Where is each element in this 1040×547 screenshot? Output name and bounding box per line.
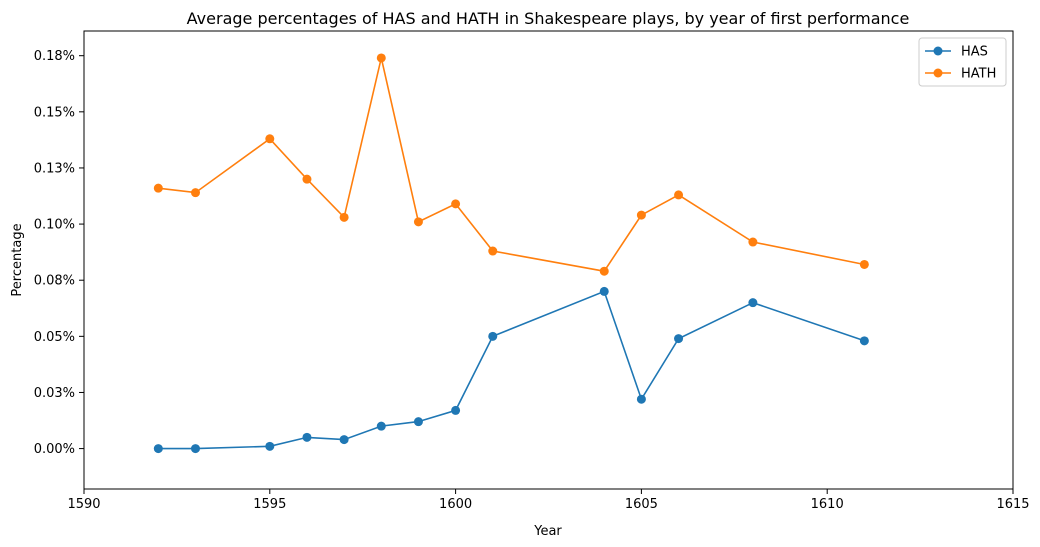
data-point-has: [265, 441, 275, 451]
y-tick-label: 0.18%: [34, 49, 75, 64]
legend-swatch-marker: [933, 68, 943, 78]
data-point-hath: [451, 199, 461, 209]
y-tick-label: 0.10%: [34, 218, 75, 233]
data-point-hath: [674, 190, 684, 200]
x-tick-label: 1610: [811, 497, 844, 512]
data-point-hath: [376, 53, 386, 63]
x-axis-title: Year: [533, 524, 562, 539]
data-point-has: [302, 432, 312, 442]
y-tick-label: 0.13%: [34, 161, 75, 176]
x-tick-label: 1595: [253, 497, 286, 512]
legend-label: HATH: [961, 67, 996, 82]
data-point-has: [748, 298, 758, 308]
data-point-hath: [636, 210, 646, 220]
y-tick-label: 0.08%: [34, 274, 75, 289]
y-tick-label: 0.05%: [34, 330, 75, 345]
data-point-has: [190, 444, 200, 454]
data-point-has: [413, 417, 423, 427]
y-axis: 0.00% 0.03% 0.05% 0.08% 0.10% 0.13% 0.15% 0.18%: [34, 49, 84, 457]
data-point-hath: [413, 217, 423, 227]
x-tick-label: 1615: [996, 497, 1029, 512]
data-point-has: [339, 435, 349, 445]
legend-swatch-marker: [933, 46, 943, 56]
x-axis: 1590 1595 1600 1605 1610 1615: [67, 489, 1030, 512]
data-point-hath: [599, 266, 609, 276]
series-line-hath: [158, 57, 865, 273]
x-tick-label: 1590: [67, 497, 100, 512]
data-point-hath: [190, 188, 200, 198]
data-point-hath: [302, 174, 312, 184]
series-layer: [153, 53, 869, 454]
y-axis-title: Percentage: [10, 223, 25, 296]
data-point-has: [674, 334, 684, 344]
x-tick-label: 1605: [625, 497, 658, 512]
data-point-hath: [748, 237, 758, 247]
plot-frame: [83, 30, 1014, 490]
legend: HAS HATH: [918, 37, 1007, 87]
y-tick-label: 0.15%: [34, 105, 75, 120]
data-point-has: [859, 336, 869, 346]
data-point-has: [451, 405, 461, 415]
data-point-hath: [339, 212, 349, 222]
data-point-has: [376, 421, 386, 431]
series-line-has: [158, 290, 865, 450]
legend-label: HAS: [961, 45, 988, 60]
chart-title: Average percentages of HAS and HATH in S…: [187, 9, 910, 28]
y-tick-label: 0.03%: [34, 386, 75, 401]
y-tick-label: 0.00%: [34, 442, 75, 457]
data-point-has: [488, 331, 498, 341]
x-tick-label: 1600: [439, 497, 472, 512]
data-point-has: [599, 286, 609, 296]
data-point-hath: [265, 134, 275, 144]
data-point-has: [636, 394, 646, 404]
data-point-hath: [153, 183, 163, 193]
data-point-hath: [859, 259, 869, 269]
data-point-hath: [488, 246, 498, 256]
data-point-has: [153, 444, 163, 454]
